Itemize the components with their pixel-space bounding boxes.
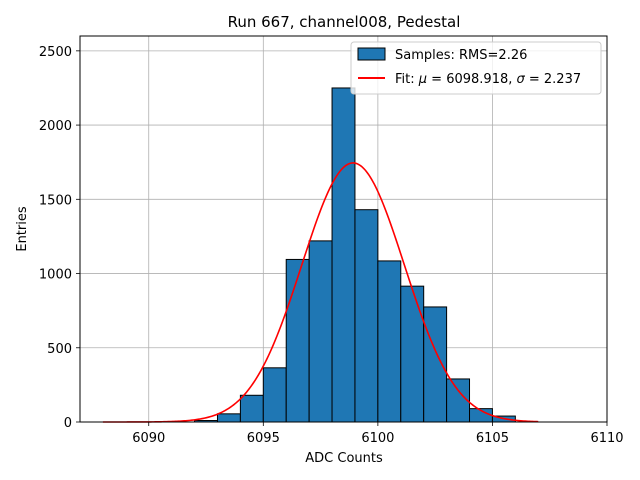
histogram-bar — [262, 367, 287, 423]
legend-fit-mu-value: = 6098.918, — [427, 72, 516, 87]
chart-title: Run 667, channel008, Pedestal — [228, 13, 461, 31]
x-tick-label: 6090 — [132, 431, 165, 446]
histogram-bar — [308, 240, 333, 423]
x-tick-label: 6100 — [361, 431, 394, 446]
legend-frame — [350, 41, 602, 95]
histogram-bars — [194, 87, 516, 423]
legend-samples-swatch — [357, 47, 386, 61]
y-axis-ticks: 0 500 1000 1500 2000 2500 — [39, 45, 80, 431]
histogram-bar — [239, 394, 264, 423]
y-tick-label: 2000 — [39, 119, 72, 134]
y-tick-label: 1000 — [39, 268, 72, 283]
legend-fit-sigma-symbol: σ — [517, 72, 526, 87]
plot-frame — [79, 35, 608, 423]
legend-fit-label: Fit: μ = 6098.918, σ = 2.237 — [395, 72, 581, 87]
histogram-bar — [331, 87, 356, 423]
legend-samples-label: Samples: RMS=2.26 — [395, 48, 527, 63]
histogram-bar — [285, 258, 310, 423]
fit-curve-group — [102, 162, 539, 423]
x-tick-label: 6105 — [476, 431, 509, 446]
y-tick-label: 500 — [47, 342, 72, 357]
histogram-bar — [400, 285, 425, 423]
x-axis-ticks: 6090 6095 6100 6105 6110 — [132, 422, 624, 446]
legend: Samples: RMS=2.26 Fit: μ = 6098.918, σ =… — [350, 41, 602, 95]
x-axis-title: ADC Counts — [305, 451, 383, 466]
fit-curve — [102, 162, 539, 423]
histogram-bar — [216, 413, 241, 423]
x-tick-label: 6095 — [247, 431, 280, 446]
legend-fit-mu-symbol: μ — [418, 72, 427, 87]
histogram-bar — [377, 260, 402, 423]
y-tick-label: 0 — [64, 416, 72, 431]
histogram-bar — [446, 378, 471, 423]
histogram-bar — [354, 209, 379, 423]
legend-fit-prefix: Fit: — [395, 72, 419, 87]
y-tick-label: 1500 — [39, 193, 72, 208]
y-tick-label: 2500 — [39, 45, 72, 60]
legend-fit-sigma-value: = 2.237 — [525, 72, 581, 87]
histogram-bar — [423, 306, 448, 423]
x-tick-label: 6110 — [590, 431, 623, 446]
y-axis-title: Entries — [15, 206, 30, 252]
